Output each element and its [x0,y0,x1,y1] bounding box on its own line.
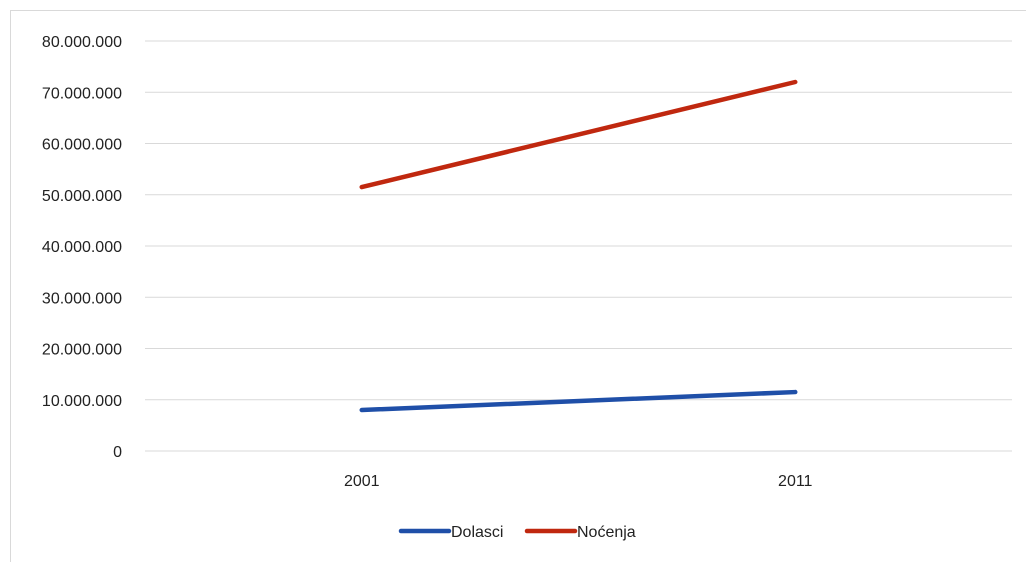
y-tick-label: 10.000.000 [42,393,122,410]
y-tick-label: 70.000.000 [42,85,122,102]
y-axis-ticks: 0 10.000.000 20.000.000 30.000.000 40.000.00… [42,34,122,461]
legend-label: Noćenja [577,524,636,541]
y-tick-label: 80.000.000 [42,34,122,51]
y-tick-label: 60.000.000 [42,137,122,154]
series-line-1 [359,79,798,190]
x-tick-label: 2011 [778,473,813,490]
y-tick-label: 30.000.000 [42,290,122,307]
legend: Dolasci Noćenja [398,524,636,541]
chart-frame [10,10,1026,562]
y-tick-label: 40.000.000 [42,239,122,256]
series-line-0 [359,389,798,413]
y-tick-label: 20.000.000 [42,342,122,359]
gridlines [145,40,1012,452]
series-lines [359,79,798,413]
y-tick-label: 50.000.000 [42,188,122,205]
y-tick-label: 0 [113,444,122,461]
x-tick-label: 2001 [344,473,380,490]
legend-label: Dolasci [451,524,503,541]
x-axis-ticks: 2001 2011 [344,473,813,490]
